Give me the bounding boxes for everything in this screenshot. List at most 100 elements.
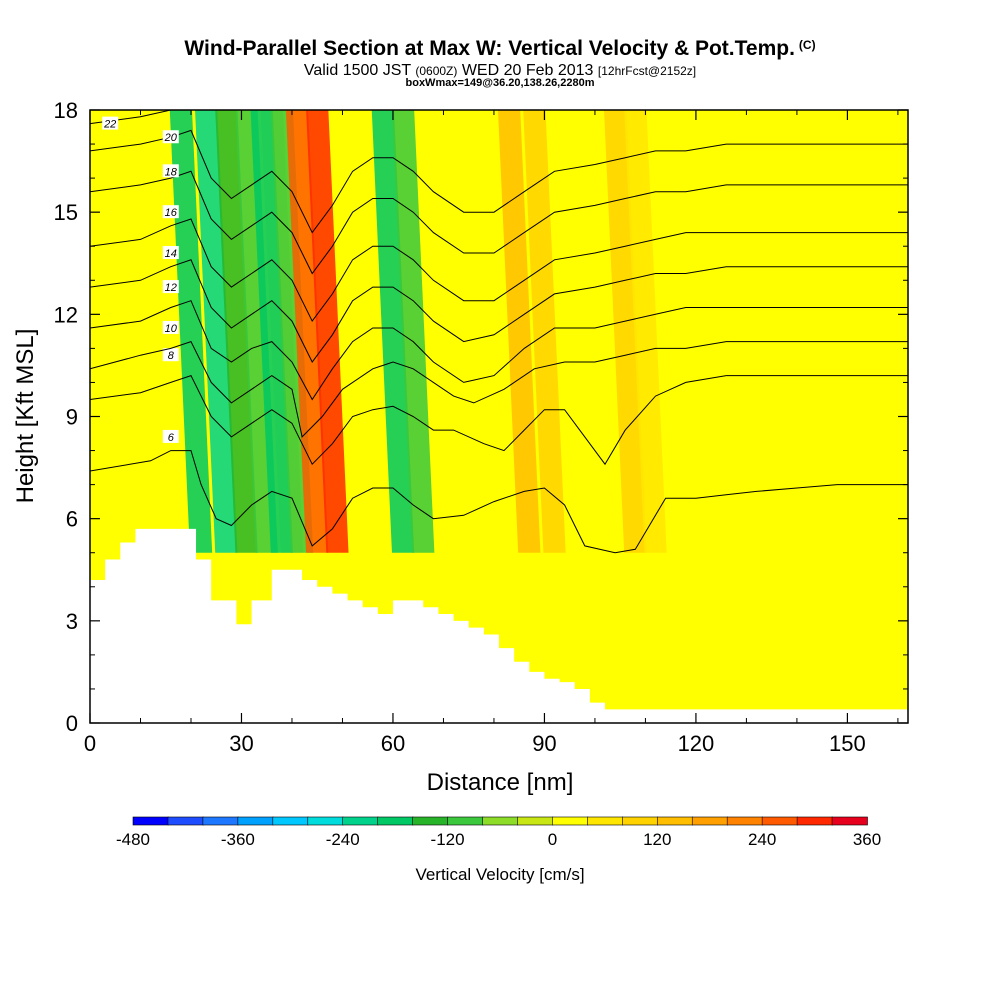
- contour-label: 22: [102, 116, 119, 131]
- contour-label-bg: [102, 116, 119, 130]
- axes: 0 30 60 90 120 150 0 3 6 9 12 15 18: [54, 98, 908, 756]
- contour-label-bg: [162, 164, 179, 178]
- contour-label-text: 12: [165, 282, 177, 294]
- contour-label-bg: [162, 320, 179, 334]
- contour-label-bg: [162, 205, 179, 219]
- theta-contour: [90, 170, 908, 275]
- y-tick-label: 15: [54, 200, 78, 225]
- contour-label: 8: [162, 348, 179, 362]
- theta-contour: [90, 259, 908, 363]
- terrain-mask: [90, 528, 908, 723]
- contour-label: 20: [162, 130, 179, 144]
- y-tick-label: 9: [66, 405, 78, 430]
- colorbar-swatch: [587, 816, 624, 826]
- colorbar-swatch: [132, 816, 169, 826]
- colorbar-swatch: [307, 816, 344, 826]
- colorbar-swatch: [691, 816, 728, 826]
- contour-label: 12: [162, 280, 179, 294]
- colorbar-swatch: [167, 816, 204, 826]
- contour-label-text: 6: [168, 432, 175, 444]
- chart-subtitle: Valid 1500 JST (0600Z) WED 20 Feb 2013 […: [303, 62, 697, 79]
- contour-label: 14: [162, 246, 179, 260]
- w-band-updraft: [523, 110, 566, 553]
- w-band-updraft: [306, 110, 349, 553]
- w-band-updraft: [604, 110, 647, 553]
- colorbar-tick-label: 240: [748, 830, 776, 849]
- y-tick-label: 0: [66, 711, 78, 736]
- colorbar-swatch: [831, 816, 868, 826]
- w-band-downdraft: [195, 110, 238, 553]
- contour-label-bg: [162, 280, 179, 294]
- colorbar-swatch: [517, 816, 554, 826]
- colorbar-tick-label: -360: [221, 830, 255, 849]
- x-tick-label: 150: [829, 731, 866, 756]
- colorbar-swatch: [342, 816, 379, 826]
- chart-subsubtitle: boxWmax=149@36.20,138.26,2280m: [405, 77, 595, 89]
- colorbar-title: Vertical Velocity [cm/s]: [415, 865, 584, 884]
- theta-contour: [90, 300, 908, 401]
- potential-temperature-contours: 6 8 10 12 14 16 18 20 22: [90, 110, 908, 554]
- w-band-downdraft: [250, 110, 293, 553]
- theta-contour: [90, 218, 908, 323]
- contour-label-text: 16: [165, 207, 178, 219]
- contour-label-text: 8: [168, 350, 175, 362]
- x-tick-label: 60: [381, 731, 405, 756]
- colorbar-tick-label: -120: [431, 830, 465, 849]
- x-tick-label: 90: [532, 731, 556, 756]
- terrain-shape: [90, 528, 908, 723]
- colorbar-swatch: [761, 816, 798, 826]
- contour-label: 6: [162, 429, 179, 444]
- contour-label-bg: [162, 246, 179, 260]
- colorbar-swatch: [656, 816, 694, 826]
- contour-label-bg: [162, 348, 179, 362]
- theta-contour: [90, 450, 908, 554]
- colorbar-swatch: [237, 816, 274, 826]
- chart-title: Wind-Parallel Section at Max W: Vertical…: [184, 37, 816, 60]
- colorbar-tick-label: 360: [853, 830, 881, 849]
- y-axis-title: Height [Kft MSL]: [12, 329, 39, 504]
- contour-label: 18: [162, 164, 179, 178]
- contour-label-text: 18: [165, 166, 178, 178]
- colorbar-swatch: [622, 816, 659, 826]
- y-tick-label: 12: [54, 302, 78, 327]
- theta-contour: [90, 374, 908, 466]
- colorbar-swatch: [202, 816, 239, 826]
- colorbar-tick-label: 120: [643, 830, 671, 849]
- colorbar-swatch: [482, 816, 519, 826]
- y-tick-label: 3: [66, 609, 78, 634]
- w-band-downdraft: [169, 110, 213, 553]
- theta-contour: [90, 340, 908, 438]
- colorbar-tick-label: 0: [548, 830, 557, 849]
- colorbar-tick-label: -480: [116, 830, 150, 849]
- x-axis-title: Distance [nm]: [427, 769, 574, 796]
- colorbar-swatch: [272, 816, 309, 826]
- contour-label-text: 20: [164, 132, 178, 144]
- colorbar-swatch: [412, 816, 449, 826]
- contour-label-bg: [162, 130, 179, 144]
- x-tick-label: 120: [678, 731, 715, 756]
- contour-label-text: 10: [165, 323, 178, 335]
- y-tick-label: 18: [54, 98, 78, 123]
- colorbar-swatch: [377, 816, 414, 826]
- w-band-updraft: [497, 110, 541, 553]
- colorbar-swatch: [552, 816, 589, 826]
- y-tick-label: 6: [66, 507, 78, 532]
- w-band-updraft: [624, 110, 667, 553]
- w-band-updraft: [285, 110, 329, 553]
- x-tick-label: 30: [229, 731, 253, 756]
- contour-label-text: 14: [165, 248, 177, 260]
- colorbar: -480 -360 -240 -120 0 120 240 360: [116, 816, 881, 849]
- contour-label: 16: [162, 205, 179, 219]
- contour-label-bg: [162, 429, 179, 443]
- x-tick-label: 0: [84, 731, 96, 756]
- w-band-downdraft: [391, 110, 435, 553]
- contour-label: 10: [162, 320, 179, 335]
- theta-contour: [90, 129, 908, 234]
- contour-label-text: 22: [103, 119, 116, 131]
- colorbar-swatch: [447, 816, 484, 826]
- colorbar-swatch: [796, 816, 833, 826]
- colorbar-tick-label: -240: [326, 830, 360, 849]
- colorbar-swatch: [726, 816, 763, 826]
- w-band-downdraft: [371, 110, 415, 553]
